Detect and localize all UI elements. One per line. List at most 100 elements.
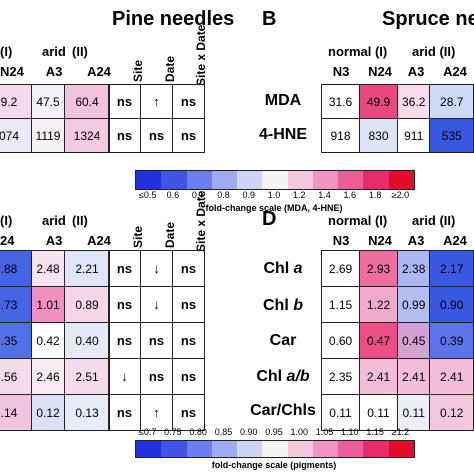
stat-top-cell: ns (140, 118, 173, 153)
spruce-bottom-row: 0.60 0.47 0.45 0.39 (321, 322, 474, 359)
spruce-bottom-col-a24: A24 (443, 233, 467, 248)
scale-bottom-swatch (161, 441, 187, 457)
spruce-bottom-col-n24: N24 (368, 233, 392, 248)
stat-bottom-header-sitexdate: Site x Date (194, 190, 208, 252)
pine-bottom-col-a24: A24 (87, 233, 111, 248)
stat-bottom-cell: ↓ (140, 250, 173, 287)
pine-bottom-cell: 0.42 (31, 322, 65, 359)
pine-bottom-cell: 2.51 (64, 358, 110, 395)
row-label-chl-ab-ital: a/b (286, 368, 310, 385)
stat-bottom-cell: ns (172, 286, 205, 323)
scale-top-tick-label: ≥2.0 (391, 190, 410, 200)
row-label-car-main: Car (269, 332, 297, 349)
spruce-top-col-a3: A3 (407, 64, 425, 79)
stat-top-header-site: Site (131, 59, 145, 82)
panel-letter-b: B (262, 8, 277, 30)
row-label-chl-ab: Chl a/b (246, 368, 320, 386)
stat-bottom-row: ns ↑ ns (108, 394, 205, 431)
stat-top-header-sitexdate: Site x Date (194, 24, 208, 86)
stat-bottom-cell: ns (172, 394, 205, 431)
pine-top-group-ii: (II) (72, 44, 88, 59)
stat-top-cell: ns (172, 118, 205, 153)
spruce-bottom-cell: 2.41 (429, 358, 474, 395)
spruce-top-cell: 918 (321, 118, 360, 153)
spruce-bottom-cell: 0.11 (359, 394, 398, 431)
stat-bottom-cell: ↑ (140, 394, 173, 431)
stat-bottom-row: ↓ ns ns (108, 358, 205, 395)
scale-top-label: fold-change scale (MDA, 4-HNE) (205, 203, 343, 213)
spruce-bottom-cell: 2.35 (321, 358, 360, 395)
pine-bottom-row: .88 2.48 2.21 (0, 250, 110, 287)
spruce-top-cell: 911 (396, 118, 431, 153)
stat-top-cell: ns (172, 84, 205, 119)
spruce-top-row: 918 830 911 535 (321, 118, 474, 153)
spruce-bottom-cell: 2.41 (396, 358, 431, 395)
scale-top-tick-label: 0.9 (242, 190, 255, 200)
pine-bottom-group-i: (I) (0, 213, 13, 228)
scale-top-tick-label: 0.8 (217, 190, 230, 200)
spruce-top-col-n24: N24 (368, 64, 392, 79)
pine-top-cell: 47.5 (31, 84, 65, 119)
pine-bottom-row: .73 1.01 0.89 (0, 286, 110, 323)
scale-top-tick-label: ≤0.5 (138, 190, 157, 200)
stat-bottom-cell: ns (108, 250, 141, 287)
pine-top-cell: 9.2 (0, 84, 32, 119)
scale-bottom-tick-label: 1.00 (290, 427, 309, 437)
stat-bottom-cell: ↓ (140, 286, 173, 323)
stat-bottom-cell: ns (140, 322, 173, 359)
spruce-bottom-cell: 0.99 (396, 286, 431, 323)
scale-bottom-swatch (237, 441, 263, 457)
row-label-chl-a: Chl a (246, 260, 320, 278)
spruce-bottom-cell: 0.90 (429, 286, 474, 323)
scale-top-swatch (262, 171, 288, 189)
spruce-bottom-group-normal-label: normal (328, 213, 372, 228)
scale-top-swatch (287, 171, 313, 189)
pine-bottom-group-arid: arid (42, 213, 66, 228)
spruce-top-group-normal: normal (I) (328, 44, 387, 59)
spruce-top-group-arid-num: (II) (439, 44, 456, 59)
pine-bottom-cell: 2.46 (31, 358, 65, 395)
pine-needles-title: Pine needles (112, 8, 235, 30)
spruce-bottom-cell: 2.93 (359, 250, 398, 287)
scale-bottom-tick-label: 1.15 (366, 427, 384, 437)
stat-bottom-cell: ↓ (108, 358, 141, 395)
spruce-top-row: 31.6 49.9 36.2 28.7 (321, 84, 474, 119)
scale-bottom-tick-label: ≥1.2 (391, 427, 410, 437)
pine-top-row: 074 1119 1324 (0, 118, 110, 153)
row-label-car: Car (246, 332, 320, 350)
spruce-bottom-row: 2.69 2.93 2.38 2.17 (321, 250, 474, 287)
row-label-car-chls-main: Car/Chls (250, 402, 316, 419)
stat-top-row: ns ns ns (108, 118, 205, 153)
spruce-bottom-table: 2.69 2.93 2.38 2.17 1.15 1.22 0.99 0.90 0.60 0.47… (321, 250, 474, 431)
pine-top-cell: 1324 (64, 118, 110, 153)
spruce-bottom-group-arid: arid (II) (412, 213, 455, 228)
panel-letter-d: D (262, 208, 277, 230)
pine-bottom-row: .14 0.12 0.13 (0, 394, 110, 431)
pine-bottom-cell: .88 (0, 250, 32, 287)
row-label-chl-b-main: Chl (263, 297, 294, 314)
pine-top-table: 9.2 47.5 60.4 074 1119 1324 (0, 84, 110, 153)
spruce-bottom-cell: 0.11 (396, 394, 431, 431)
scale-top-tick-label: 1.4 (318, 190, 331, 200)
pine-bottom-row: .35 0.42 0.40 (0, 322, 110, 359)
spruce-bottom-cell: 2.69 (321, 250, 360, 287)
spruce-top-cell: 535 (429, 118, 474, 153)
row-label-car-chls: Car/Chls (246, 402, 320, 420)
spruce-top-cell: 36.2 (396, 84, 431, 119)
scale-bottom-tick-label: 0.95 (265, 427, 283, 437)
scale-bottom-bar (135, 440, 415, 458)
scale-top-bar (135, 170, 415, 190)
scale-bottom-label: fold-change scale (pigments) (211, 460, 337, 470)
spruce-bottom-cell: 2.41 (359, 358, 398, 395)
pine-bottom-cell: .73 (0, 286, 32, 323)
stat-bottom-cell: ns (172, 358, 205, 395)
stat-bottom-cell: ns (108, 394, 141, 431)
pine-top-col-a3: A3 (45, 64, 63, 79)
stat-bottom-cell: ns (172, 250, 205, 287)
scale-top-swatch (186, 171, 212, 189)
stat-top-table: ns ↑ ns ns ns ns (108, 84, 205, 153)
spruce-bottom-cell: 0.39 (429, 322, 474, 359)
scale-bottom-tick-label: 1.05 (315, 427, 334, 437)
pine-top-group-arid: arid (42, 44, 66, 59)
row-label-chl-a-main: Chl (263, 260, 294, 277)
